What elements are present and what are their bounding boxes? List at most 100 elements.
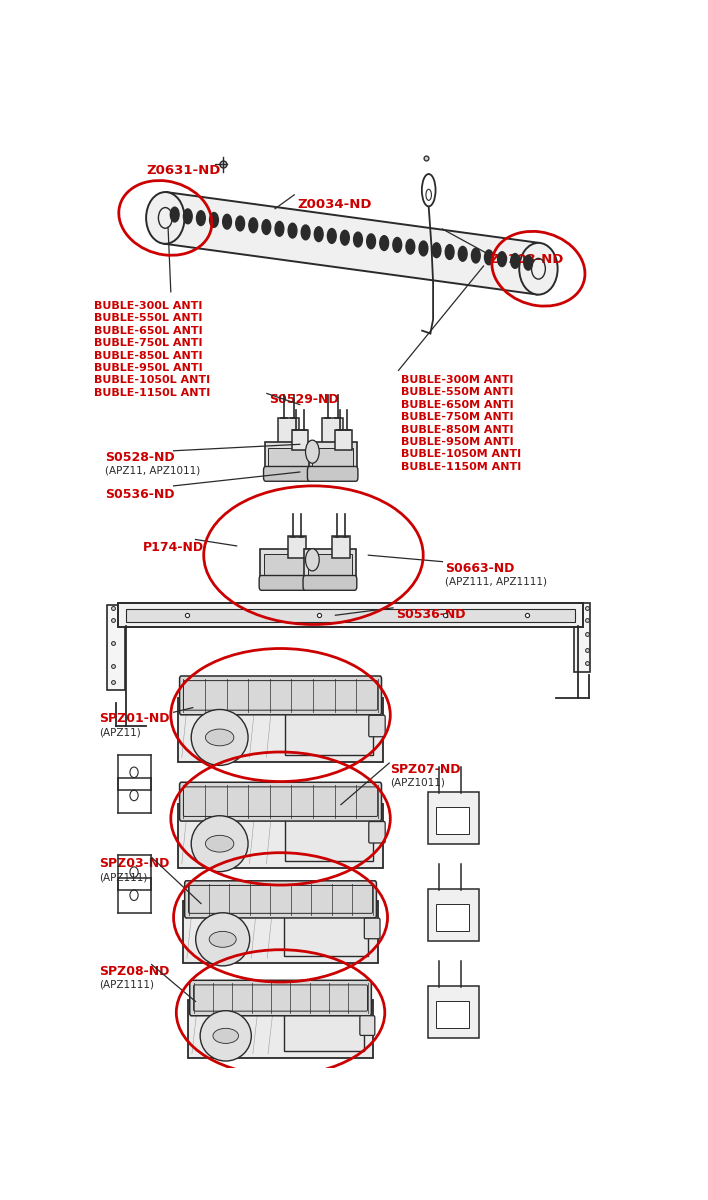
Ellipse shape — [200, 1010, 251, 1061]
Circle shape — [183, 209, 192, 223]
Circle shape — [223, 215, 232, 229]
Circle shape — [472, 248, 480, 263]
Circle shape — [458, 246, 467, 262]
Text: Z0108-ND: Z0108-ND — [489, 253, 564, 266]
Circle shape — [236, 216, 244, 230]
Text: S0536-ND: S0536-ND — [105, 487, 174, 500]
FancyBboxPatch shape — [312, 448, 353, 468]
Text: SPZ01-ND: SPZ01-ND — [99, 713, 170, 725]
Ellipse shape — [306, 440, 319, 463]
Ellipse shape — [213, 1028, 239, 1044]
Text: S0529-ND: S0529-ND — [270, 394, 339, 407]
FancyBboxPatch shape — [285, 710, 373, 755]
Circle shape — [197, 211, 205, 226]
Text: Z0631-ND: Z0631-ND — [146, 164, 220, 178]
Circle shape — [262, 220, 270, 234]
Circle shape — [432, 242, 441, 258]
Text: Z0034-ND: Z0034-ND — [297, 198, 372, 210]
FancyBboxPatch shape — [278, 418, 299, 448]
Circle shape — [419, 241, 428, 256]
Circle shape — [524, 256, 532, 270]
Circle shape — [498, 252, 506, 266]
FancyBboxPatch shape — [190, 980, 372, 1015]
FancyBboxPatch shape — [180, 782, 382, 821]
Text: BUBLE-300L ANTI
BUBLE-550L ANTI
BUBLE-650L ANTI
BUBLE-750L ANTI
BUBLE-850L ANTI
: BUBLE-300L ANTI BUBLE-550L ANTI BUBLE-65… — [94, 301, 210, 398]
FancyBboxPatch shape — [428, 889, 479, 942]
FancyBboxPatch shape — [185, 881, 377, 918]
Circle shape — [510, 253, 520, 269]
Text: S0528-ND: S0528-ND — [105, 451, 175, 463]
Circle shape — [393, 238, 401, 252]
FancyBboxPatch shape — [309, 443, 357, 474]
Polygon shape — [164, 192, 539, 294]
FancyBboxPatch shape — [308, 554, 352, 576]
Ellipse shape — [191, 709, 248, 766]
Text: (APZ1111): (APZ1111) — [99, 979, 154, 989]
Ellipse shape — [205, 835, 234, 852]
FancyBboxPatch shape — [261, 548, 312, 582]
FancyBboxPatch shape — [285, 913, 368, 955]
Text: BUBLE-300M ANTI
BUBLE-550M ANTI
BUBLE-650M ANTI
BUBLE-750M ANTI
BUBLE-850M ANTI
: BUBLE-300M ANTI BUBLE-550M ANTI BUBLE-65… — [401, 374, 522, 472]
FancyBboxPatch shape — [573, 604, 590, 672]
FancyBboxPatch shape — [284, 1012, 364, 1051]
Circle shape — [445, 245, 454, 259]
Circle shape — [353, 232, 362, 247]
FancyBboxPatch shape — [265, 443, 313, 474]
Text: (APZ11, APZ1011): (APZ11, APZ1011) — [105, 466, 200, 475]
Ellipse shape — [519, 242, 558, 295]
Ellipse shape — [205, 730, 234, 746]
Ellipse shape — [306, 548, 319, 571]
FancyBboxPatch shape — [307, 467, 358, 481]
FancyBboxPatch shape — [268, 448, 309, 468]
Text: (APZ11): (APZ11) — [99, 727, 141, 737]
FancyBboxPatch shape — [303, 576, 357, 590]
FancyBboxPatch shape — [285, 816, 373, 860]
FancyBboxPatch shape — [365, 918, 380, 938]
Circle shape — [314, 227, 323, 241]
Circle shape — [210, 212, 218, 227]
FancyBboxPatch shape — [292, 430, 308, 450]
FancyBboxPatch shape — [107, 605, 125, 690]
Ellipse shape — [146, 192, 185, 244]
FancyBboxPatch shape — [435, 904, 469, 931]
FancyBboxPatch shape — [126, 608, 575, 622]
FancyBboxPatch shape — [188, 1000, 373, 1058]
FancyBboxPatch shape — [118, 604, 583, 628]
Text: SPZ07-ND: SPZ07-ND — [390, 763, 461, 776]
Ellipse shape — [209, 931, 236, 947]
FancyBboxPatch shape — [369, 715, 385, 737]
Circle shape — [301, 226, 310, 240]
FancyBboxPatch shape — [178, 804, 383, 869]
Text: SPZ08-ND: SPZ08-ND — [99, 965, 170, 978]
Text: S0536-ND: S0536-ND — [396, 608, 465, 620]
FancyBboxPatch shape — [428, 985, 479, 1038]
Circle shape — [367, 234, 375, 248]
FancyBboxPatch shape — [322, 418, 343, 448]
Ellipse shape — [191, 816, 248, 871]
Circle shape — [406, 239, 415, 254]
Text: (APZ111, APZ1111): (APZ111, APZ1111) — [445, 576, 547, 587]
FancyBboxPatch shape — [360, 1015, 375, 1036]
Circle shape — [379, 235, 389, 251]
FancyBboxPatch shape — [336, 430, 352, 450]
FancyBboxPatch shape — [264, 554, 308, 576]
FancyBboxPatch shape — [369, 822, 385, 844]
Ellipse shape — [195, 913, 250, 966]
Text: S0663-ND: S0663-ND — [445, 562, 515, 575]
FancyBboxPatch shape — [259, 576, 313, 590]
Text: (APZ111): (APZ111) — [99, 872, 148, 882]
Circle shape — [341, 230, 349, 245]
FancyBboxPatch shape — [435, 1001, 469, 1028]
Circle shape — [249, 218, 258, 233]
FancyBboxPatch shape — [428, 792, 479, 845]
Circle shape — [484, 250, 493, 265]
Circle shape — [275, 222, 284, 236]
FancyBboxPatch shape — [435, 806, 469, 834]
FancyBboxPatch shape — [180, 676, 382, 715]
Text: (APZ1011): (APZ1011) — [390, 778, 445, 788]
FancyBboxPatch shape — [332, 535, 350, 558]
FancyBboxPatch shape — [178, 697, 383, 762]
Text: SPZ03-ND: SPZ03-ND — [99, 857, 170, 870]
FancyBboxPatch shape — [304, 548, 355, 582]
Text: P174-ND: P174-ND — [143, 541, 205, 554]
